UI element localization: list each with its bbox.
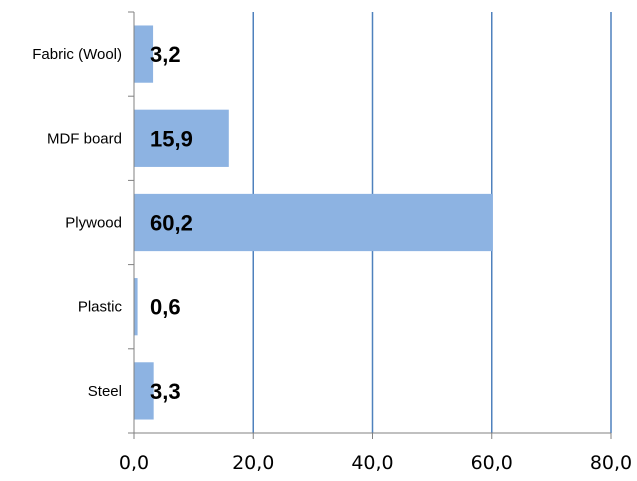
x-tick-label-1: 20,0 [232, 452, 274, 474]
bar-1 [134, 109, 229, 167]
bar-2 [134, 193, 493, 252]
bar-3 [134, 278, 138, 336]
data-label-0: 3,2 [150, 42, 181, 67]
labels: Fabric (Wool) MDF board Plywood Plastic Stee… [32, 42, 632, 474]
bars [134, 25, 493, 420]
x-tick-label-3: 60,0 [471, 452, 513, 474]
category-label-1: MDF board [47, 130, 122, 147]
x-tick-label-0: 0,0 [119, 452, 149, 474]
axes [128, 11, 612, 439]
category-label-3: Plastic [78, 299, 123, 316]
x-tick-label-2: 40,0 [351, 452, 393, 474]
data-label-2: 60,2 [150, 211, 193, 236]
category-label-2: Plywood [65, 215, 122, 232]
bar-4 [134, 362, 154, 420]
category-label-4: Steel [88, 383, 122, 400]
bar-0 [134, 25, 154, 83]
data-label-3: 0,6 [150, 295, 181, 320]
data-label-4: 3,3 [150, 379, 181, 404]
data-label-1: 15,9 [150, 126, 193, 151]
category-label-0: Fabric (Wool) [32, 46, 122, 63]
x-tick-label-4: 80,0 [590, 452, 632, 474]
